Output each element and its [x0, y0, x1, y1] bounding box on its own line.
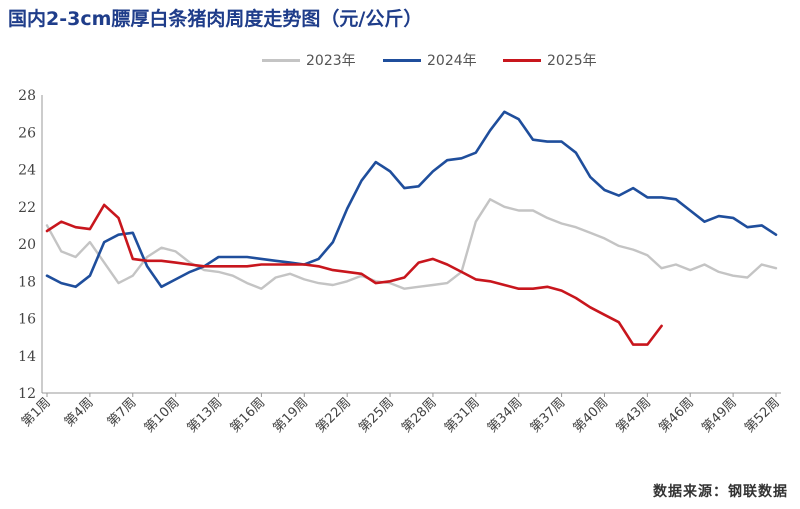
x-tick-label: 第16周	[228, 395, 269, 436]
x-tick-label: 第37周	[528, 395, 569, 436]
series-line-2024	[45, 110, 778, 289]
x-tick-label: 第22周	[313, 395, 354, 436]
y-tick-label: 20	[18, 237, 36, 253]
y-tick-label: 18	[18, 274, 36, 290]
chart-legend: 2023年 2024年 2025年	[0, 48, 800, 72]
x-tick-label: 第28周	[399, 395, 440, 436]
x-tick-label: 第19周	[270, 395, 311, 436]
x-tick-label: 第4周	[62, 395, 97, 430]
legend-label-2023: 2023年	[306, 53, 356, 69]
legend-swatch-2023	[262, 58, 300, 62]
legend-label-2025: 2025年	[547, 53, 597, 69]
data-source: 数据来源：钢联数据	[653, 484, 788, 500]
legend-item-2024: 2024年	[383, 48, 477, 72]
x-tick-label: 第34周	[485, 395, 526, 436]
y-tick-label: 28	[18, 88, 36, 104]
x-tick-label: 第43周	[613, 395, 654, 436]
legend-swatch-2024	[383, 58, 421, 62]
series-line-2025	[45, 203, 663, 346]
x-tick-label: 第31周	[442, 395, 483, 436]
x-tick-label: 第10周	[142, 395, 183, 436]
x-tick-label: 第49周	[699, 395, 740, 436]
y-tick-label: 12	[18, 386, 36, 402]
series-line-2023	[45, 198, 778, 290]
x-tick-label: 第7周	[105, 395, 140, 430]
y-tick-label: 22	[18, 200, 36, 216]
x-tick-label: 第40周	[571, 395, 612, 436]
x-tick-label: 第13周	[185, 395, 226, 436]
legend-swatch-2025	[503, 58, 541, 62]
y-tick-label: 16	[18, 312, 36, 328]
x-tick-label: 第46周	[656, 395, 697, 436]
x-tick-label: 第25周	[356, 395, 397, 436]
legend-label-2024: 2024年	[427, 53, 477, 69]
y-tick-label: 26	[18, 125, 36, 141]
chart-title: 国内2-3cm膘厚白条猪肉周度走势图（元/公斤）	[8, 8, 423, 30]
y-tick-label: 14	[18, 349, 36, 365]
legend-item-2023: 2023年	[262, 48, 356, 72]
x-tick-label: 第52周	[742, 395, 783, 436]
legend-item-2025: 2025年	[503, 48, 597, 72]
y-tick-label: 24	[18, 163, 36, 179]
